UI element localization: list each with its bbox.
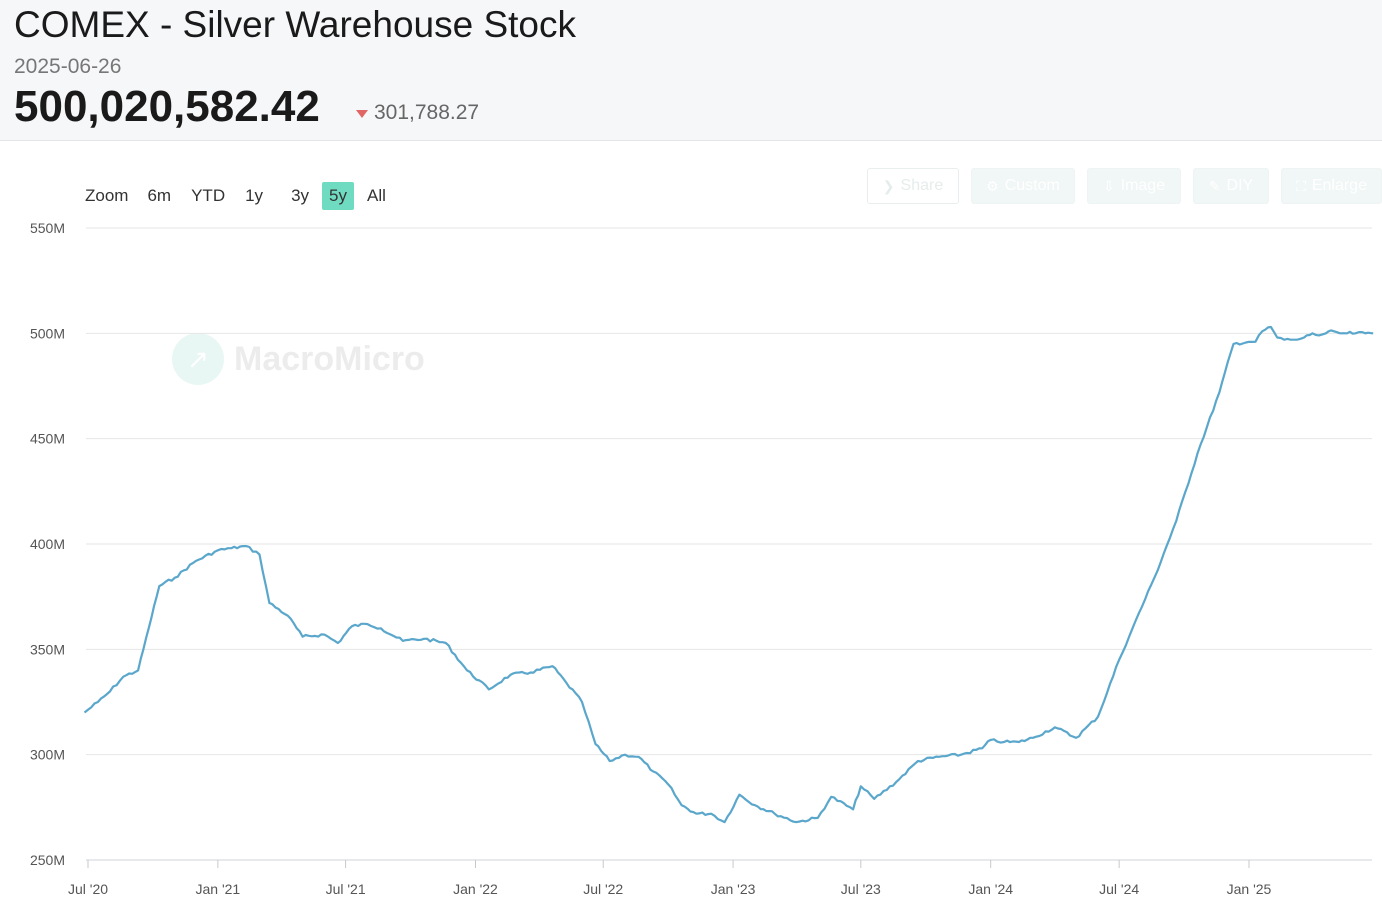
y-tick-label: 350M xyxy=(30,641,65,657)
watermark: ↗ MacroMicro xyxy=(172,333,425,385)
zoom-5y-button[interactable]: 5y xyxy=(322,182,354,210)
x-tick-label: Jul '20 xyxy=(68,881,108,897)
watermark-text: MacroMicro xyxy=(234,339,425,378)
y-tick-label: 450M xyxy=(30,431,65,447)
enlarge-button[interactable]: ⛶ Enlarge xyxy=(1281,168,1382,204)
x-axis: Jul '20 Jan '21 Jul '21 Jan '22 Jul '22 Jan '… xyxy=(68,860,1272,897)
download-icon: ⇩ xyxy=(1102,177,1115,194)
zoom-label: Zoom xyxy=(85,186,129,205)
zoom-ytd-button[interactable]: YTD xyxy=(191,186,226,205)
x-tick-label: Jul '23 xyxy=(841,881,881,897)
y-tick-label: 250M xyxy=(30,852,65,868)
x-tick-label: Jul '22 xyxy=(583,881,623,897)
zoom-3y-button[interactable]: 3y xyxy=(291,186,310,205)
y-tick-label: 500M xyxy=(30,325,65,341)
x-tick-label: Jan '24 xyxy=(968,881,1013,897)
share-button[interactable]: ❯ Share xyxy=(867,168,959,204)
page-title: COMEX - Silver Warehouse Stock xyxy=(14,4,577,45)
y-tick-label: 400M xyxy=(30,536,65,552)
x-tick-label: Jan '22 xyxy=(453,881,498,897)
x-tick-label: Jul '21 xyxy=(326,881,366,897)
share-icon: ❯ xyxy=(882,177,895,194)
gear-icon: ⚙ xyxy=(986,177,999,194)
zoom-all-button[interactable]: All xyxy=(367,186,386,205)
data-date: 2025-06-26 xyxy=(14,55,122,78)
change-indicator: 301,788.27 xyxy=(356,101,479,125)
image-button[interactable]: ⇩ Image xyxy=(1087,168,1181,204)
grid-lines xyxy=(86,227,1372,861)
x-tick-label: Jul '24 xyxy=(1099,881,1139,897)
custom-button[interactable]: ⚙ Custom xyxy=(971,168,1075,204)
chart-logo-icon: ↗ xyxy=(172,333,224,385)
change-value: 301,788.27 xyxy=(374,101,480,124)
current-value: 500,020,582.42 xyxy=(14,82,320,131)
zoom-1y-button[interactable]: 1y xyxy=(245,186,264,205)
series-group xyxy=(83,325,1374,824)
x-tick-label: Jan '23 xyxy=(711,881,756,897)
x-tick-label: Jan '25 xyxy=(1227,881,1272,897)
y-axis: 250M 300M 350M 400M 450M 500M 550M xyxy=(30,220,65,868)
diy-button[interactable]: ✎ DIY xyxy=(1193,168,1269,204)
line-chart: 250M 300M 350M 400M 450M 500M 550M Jul '20 Jan … xyxy=(30,220,1374,897)
down-arrow-icon xyxy=(356,110,368,118)
y-tick-label: 300M xyxy=(30,747,65,763)
x-tick-label: Jan '21 xyxy=(196,881,241,897)
y-tick-label: 550M xyxy=(30,220,65,236)
pencil-icon: ✎ xyxy=(1208,177,1221,194)
series-line xyxy=(83,325,1374,824)
zoom-selector: Zoom 6m YTD 1y 3y 5y All xyxy=(85,181,399,211)
zoom-6m-button[interactable]: 6m xyxy=(147,186,172,205)
expand-icon: ⛶ xyxy=(1296,177,1306,194)
page-header: COMEX - Silver Warehouse Stock 2025-06-2… xyxy=(0,0,1382,141)
